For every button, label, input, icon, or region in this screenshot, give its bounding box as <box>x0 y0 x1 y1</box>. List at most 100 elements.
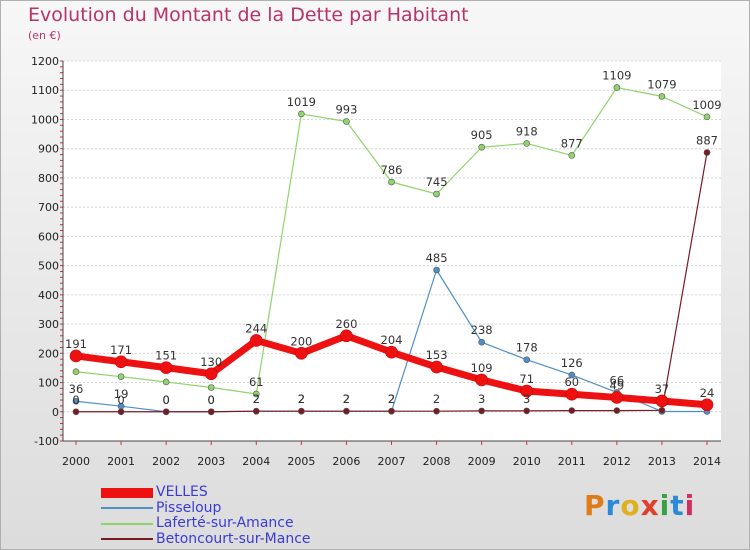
data-point <box>658 407 666 414</box>
x-tick-label: 2000 <box>62 455 90 468</box>
x-tick-label: 2002 <box>152 455 180 468</box>
x-tick-label: 2014 <box>693 455 721 468</box>
data-point <box>204 367 218 381</box>
data-label: 905 <box>471 128 493 142</box>
legend-swatch <box>101 538 153 541</box>
legend-swatch <box>101 487 153 498</box>
data-point <box>568 407 576 414</box>
data-point <box>568 152 576 159</box>
y-tick-label: 1100 <box>31 84 59 97</box>
data-label: 19 <box>114 387 129 401</box>
logo-letter: r <box>605 489 621 522</box>
x-tick-label: 2009 <box>468 455 496 468</box>
x-tick-label: 2013 <box>648 455 676 468</box>
data-label: 1019 <box>287 95 316 109</box>
data-label: 153 <box>426 348 448 362</box>
y-tick-label: 500 <box>38 260 59 273</box>
data-label: 2 <box>253 392 260 406</box>
data-label: 0 <box>162 393 169 407</box>
data-point <box>565 387 579 401</box>
data-label: 0 <box>208 393 215 407</box>
data-point <box>162 378 170 386</box>
data-point <box>252 407 260 415</box>
data-label: 126 <box>561 356 583 370</box>
data-point <box>703 149 711 156</box>
data-point <box>433 266 440 274</box>
data-point <box>613 84 621 91</box>
data-point <box>252 390 260 398</box>
logo-letter: i <box>684 489 696 522</box>
data-label: 0 <box>162 393 169 407</box>
y-tick-label: 400 <box>38 289 59 302</box>
data-label: 1009 <box>692 98 721 112</box>
x-tick-label: 2008 <box>423 455 451 468</box>
logo-letter: t <box>670 489 685 522</box>
data-label: 24 <box>700 386 715 400</box>
data-label: 993 <box>335 103 357 117</box>
data-point <box>478 407 485 415</box>
data-label: 130 <box>200 355 222 369</box>
data-point <box>658 93 666 100</box>
data-label: 36 <box>69 382 84 396</box>
data-point <box>72 397 80 405</box>
data-label: 1079 <box>647 77 676 91</box>
y-tick-label: 1000 <box>31 113 59 126</box>
data-point <box>207 384 215 391</box>
data-point <box>385 345 398 359</box>
data-point <box>523 407 531 415</box>
line-chart: -100010020030040050060070080090010001100… <box>31 55 722 468</box>
y-tick-label: -100 <box>34 435 59 448</box>
data-point <box>388 178 395 186</box>
data-label: 204 <box>381 333 403 347</box>
data-point <box>72 408 80 416</box>
y-tick-label: 900 <box>38 143 59 156</box>
data-point <box>433 407 440 415</box>
data-point <box>703 113 711 121</box>
legend-label: Betoncourt-sur-Mance <box>156 530 311 547</box>
data-point <box>117 408 125 416</box>
x-tick-label: 2003 <box>197 455 225 468</box>
data-label: 0 <box>117 393 124 407</box>
x-tick-label: 2010 <box>513 455 541 468</box>
y-tick-label: 700 <box>38 201 59 214</box>
data-label: 71 <box>519 372 534 386</box>
data-point <box>72 368 80 376</box>
data-point <box>430 360 443 374</box>
legend-label: VELLES <box>156 484 208 500</box>
data-label: 1109 <box>602 69 631 83</box>
data-label: 3 <box>478 392 485 406</box>
y-tick-label: 1200 <box>31 55 59 68</box>
data-label: 877 <box>561 136 583 150</box>
data-label: 2 <box>433 392 440 406</box>
x-tick-label: 2005 <box>287 455 315 468</box>
y-tick-label: 300 <box>38 318 59 331</box>
data-point <box>610 391 624 404</box>
data-label: 0 <box>208 393 215 407</box>
data-point <box>478 338 485 346</box>
y-tick-label: 100 <box>38 377 59 390</box>
data-point <box>117 373 125 380</box>
data-point <box>343 118 350 125</box>
data-point <box>298 407 305 415</box>
data-label: 60 <box>564 375 579 389</box>
data-point <box>162 408 170 416</box>
data-label: 244 <box>245 321 267 335</box>
data-label: 2 <box>388 392 395 406</box>
data-point <box>249 334 263 347</box>
data-label: 238 <box>471 323 493 337</box>
logo-letter: P <box>584 489 606 522</box>
logo-letter: x <box>640 489 660 522</box>
data-label: 0 <box>72 393 79 407</box>
data-label: 2 <box>253 392 260 406</box>
y-tick-label: 200 <box>38 347 59 360</box>
data-label: 2 <box>298 392 305 406</box>
x-tick-label: 2001 <box>107 455 135 468</box>
chart-title: Evolution du Montant de la Dette par Hab… <box>28 4 469 26</box>
data-label: 260 <box>335 317 357 331</box>
data-point <box>69 349 83 363</box>
data-point <box>295 347 308 360</box>
x-tick-label: 2012 <box>603 455 631 468</box>
data-point <box>388 407 395 415</box>
data-point <box>114 355 128 369</box>
